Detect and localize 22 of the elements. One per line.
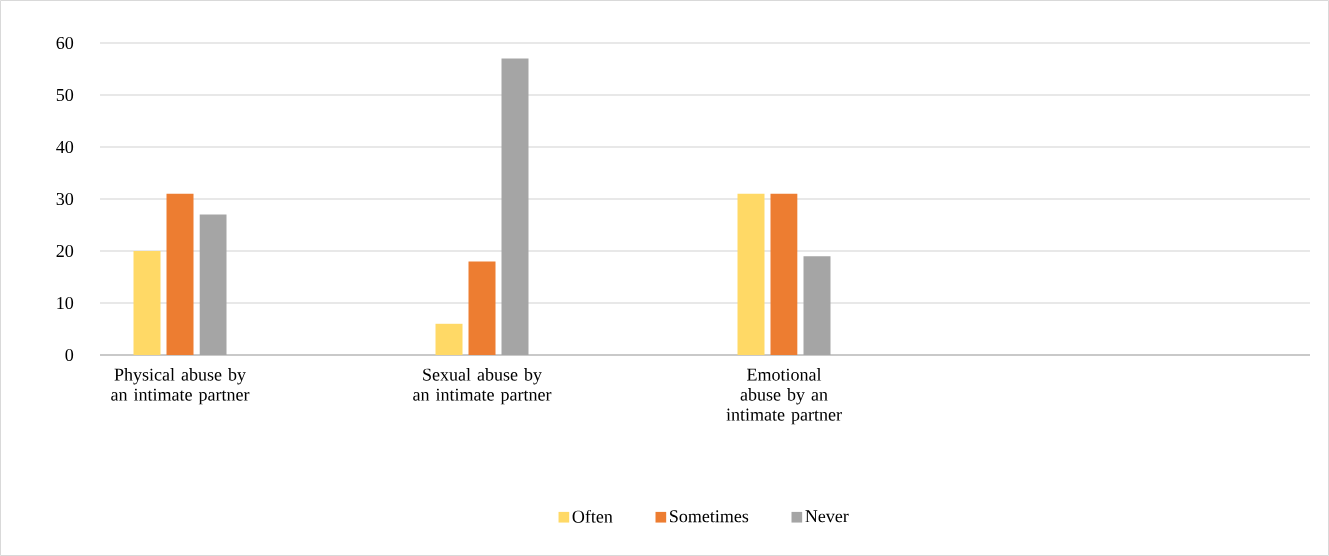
y-tick-label: 10 [57,296,74,310]
bar [435,323,463,355]
y-tick-label: 30 [56,192,74,206]
legend-label: Never [805,510,849,523]
y-tick-label: 50 [56,88,74,102]
y-tick-label: 40 [56,140,74,154]
bar [133,250,161,355]
bar [199,214,227,355]
bar [803,256,831,355]
legend-label: Often [572,509,613,523]
y-tick-label: 0 [65,348,74,362]
bar [737,193,765,355]
y-tick-label: 20 [56,244,74,258]
legend-label: Sometimes [670,510,749,523]
x-tick-label: Physical abuse by an intimate partner [111,368,250,405]
bar [166,193,194,355]
bar [468,261,496,355]
bar [501,58,529,355]
x-tick-label: Emotional abuse by an intimate partner [726,368,842,425]
y-tick-label: 60 [56,36,74,50]
x-tick-label: Sexual abuse by an intimate partner [413,368,552,405]
bar [770,193,798,355]
